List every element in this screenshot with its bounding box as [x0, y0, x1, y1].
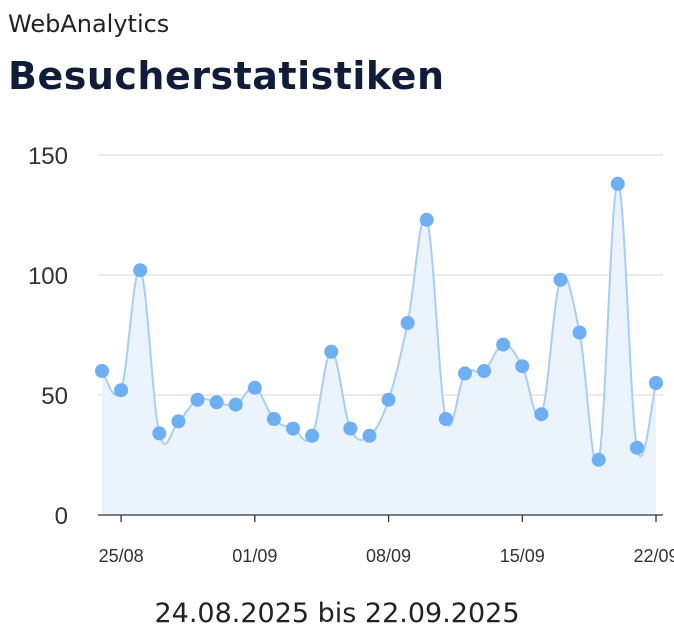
data-point[interactable] — [247, 380, 262, 395]
data-point[interactable] — [286, 421, 301, 436]
x-tick-label: 01/09 — [232, 546, 277, 566]
x-tick-label: 08/09 — [366, 546, 411, 566]
data-point[interactable] — [324, 344, 339, 359]
data-point[interactable] — [438, 412, 453, 426]
x-tick-label: 15/09 — [500, 546, 545, 566]
y-tick-label: 50 — [41, 383, 68, 410]
y-tick-label: 0 — [55, 503, 68, 530]
x-tick-label: 25/08 — [99, 546, 144, 566]
x-axis-labels: 25/08 01/09 08/09 15/09 22/09 — [99, 546, 674, 566]
y-axis-labels: 0 50 100 150 — [28, 143, 68, 530]
data-point[interactable] — [649, 376, 663, 390]
data-point[interactable] — [477, 364, 492, 378]
data-point[interactable] — [419, 212, 434, 227]
data-point[interactable] — [553, 272, 568, 287]
area-fill — [102, 183, 656, 515]
app-name: WebAnalytics — [8, 10, 170, 38]
data-point[interactable] — [610, 176, 625, 191]
data-point[interactable] — [457, 366, 472, 381]
data-point[interactable] — [343, 421, 358, 436]
x-axis — [98, 514, 663, 522]
data-point[interactable] — [362, 428, 377, 443]
data-point[interactable] — [496, 337, 511, 352]
data-point[interactable] — [228, 397, 243, 412]
date-range: 24.08.2025 bis 22.09.2025 — [154, 598, 520, 629]
data-point[interactable] — [591, 452, 606, 467]
data-point[interactable] — [515, 359, 530, 374]
data-point[interactable] — [266, 412, 281, 426]
data-point[interactable] — [572, 325, 587, 340]
x-tick-label: 22/09 — [633, 546, 674, 566]
y-tick-label: 100 — [28, 263, 68, 290]
data-point[interactable] — [629, 440, 644, 455]
data-point[interactable] — [152, 426, 167, 441]
data-point[interactable] — [400, 316, 415, 330]
data-points — [95, 176, 663, 467]
data-point[interactable] — [534, 407, 549, 422]
data-point[interactable] — [133, 263, 148, 278]
page-title: Besucherstatistiken — [8, 54, 445, 98]
data-point[interactable] — [171, 414, 186, 429]
data-point[interactable] — [381, 392, 396, 407]
data-point[interactable] — [209, 395, 224, 410]
y-tick-label: 150 — [28, 143, 68, 170]
data-point[interactable] — [114, 383, 129, 398]
data-point[interactable] — [190, 392, 205, 407]
data-point[interactable] — [305, 428, 320, 443]
data-point[interactable] — [95, 364, 109, 378]
